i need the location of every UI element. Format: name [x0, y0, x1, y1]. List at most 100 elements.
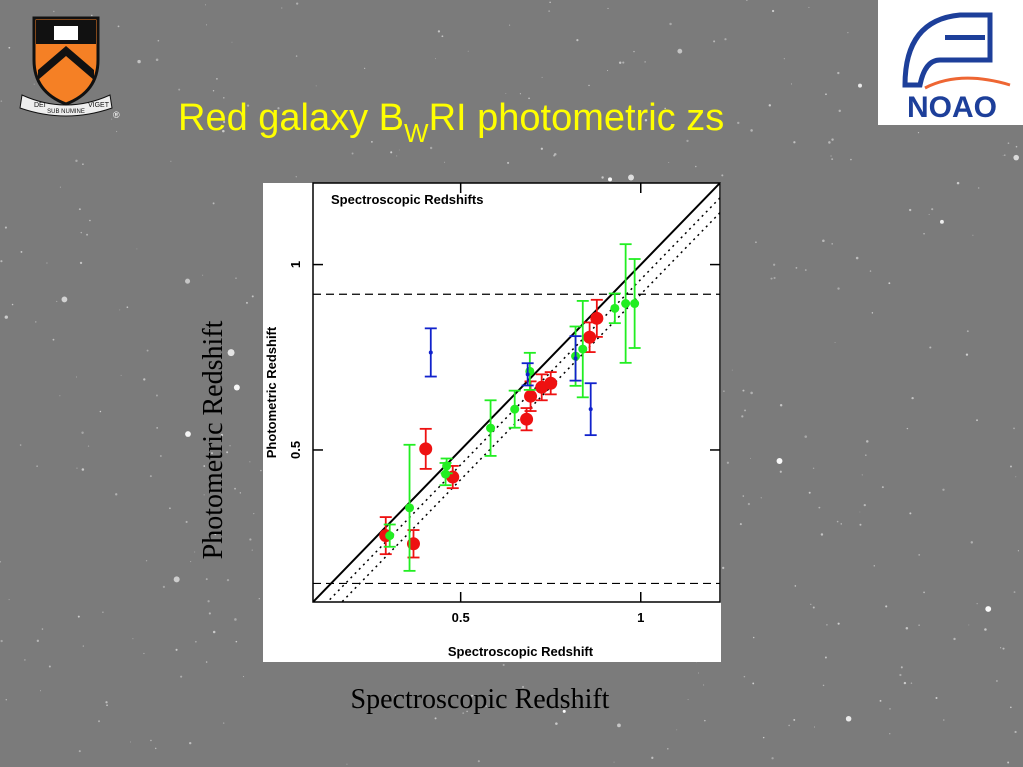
star [222, 722, 225, 724]
star [713, 40, 716, 43]
star [810, 603, 812, 605]
star [773, 263, 776, 266]
star [77, 615, 80, 618]
star [906, 427, 909, 430]
star [812, 606, 815, 609]
star [212, 90, 215, 92]
star [779, 470, 782, 473]
star [953, 637, 956, 641]
star [351, 152, 354, 155]
star [879, 699, 882, 702]
star [91, 14, 93, 17]
star [235, 640, 238, 643]
star [507, 161, 510, 164]
star [117, 25, 120, 28]
star [346, 763, 348, 765]
star [742, 389, 745, 392]
star [162, 585, 166, 589]
star [837, 287, 840, 290]
star [5, 699, 7, 701]
star [633, 50, 635, 53]
data-point [630, 299, 640, 309]
star [149, 475, 152, 478]
star [0, 561, 2, 563]
star [429, 146, 433, 150]
star [965, 353, 969, 356]
star [1000, 647, 1002, 649]
star [940, 219, 944, 224]
star [235, 277, 237, 279]
star [371, 141, 373, 143]
star [202, 274, 204, 276]
star [143, 652, 145, 655]
star [812, 467, 815, 469]
star [923, 591, 925, 594]
star [295, 55, 298, 57]
star [258, 598, 260, 600]
data-point [510, 404, 520, 414]
star [859, 523, 862, 526]
star [435, 58, 437, 60]
star [170, 160, 172, 162]
star [99, 410, 102, 413]
star [8, 599, 10, 601]
star [762, 736, 765, 739]
star [59, 395, 61, 397]
star [75, 159, 78, 163]
star [234, 618, 237, 621]
star [105, 701, 108, 704]
star [466, 710, 468, 713]
star [203, 494, 205, 496]
star [888, 282, 891, 285]
star [11, 303, 14, 306]
star [935, 696, 938, 699]
star [845, 715, 852, 722]
star [726, 461, 730, 464]
star [53, 10, 55, 13]
star [528, 97, 530, 100]
star [341, 124, 344, 127]
star [4, 315, 8, 319]
star [793, 718, 796, 721]
star [145, 560, 148, 562]
star [251, 549, 253, 551]
star [253, 513, 255, 515]
data-point [573, 356, 578, 361]
star [837, 622, 840, 625]
star [8, 46, 11, 49]
y-axis-label: Photometric Redshift [264, 326, 279, 458]
star [210, 452, 213, 455]
star [82, 163, 84, 165]
star [771, 9, 775, 13]
star [745, 0, 748, 1]
star [668, 161, 670, 164]
star [46, 262, 48, 264]
star [189, 741, 192, 745]
star [651, 125, 654, 128]
star [831, 158, 834, 161]
star [79, 261, 83, 265]
star [222, 129, 225, 133]
star [628, 174, 635, 181]
star [1002, 647, 1005, 650]
star [548, 10, 551, 13]
star [760, 497, 762, 499]
star [157, 39, 160, 42]
registered-mark: ® [113, 110, 120, 120]
star [0, 100, 3, 102]
star [246, 301, 248, 304]
star [155, 58, 159, 62]
noao-logo: NOAO [878, 0, 1023, 125]
star [462, 712, 465, 714]
star [159, 455, 162, 457]
star [752, 636, 755, 639]
star [826, 624, 828, 626]
star [617, 723, 621, 728]
star [859, 511, 861, 513]
chart-panel [263, 183, 721, 662]
star [790, 83, 793, 85]
star [861, 474, 863, 476]
star [899, 673, 902, 677]
x-tick-label: 1 [637, 610, 644, 625]
star [737, 121, 740, 125]
